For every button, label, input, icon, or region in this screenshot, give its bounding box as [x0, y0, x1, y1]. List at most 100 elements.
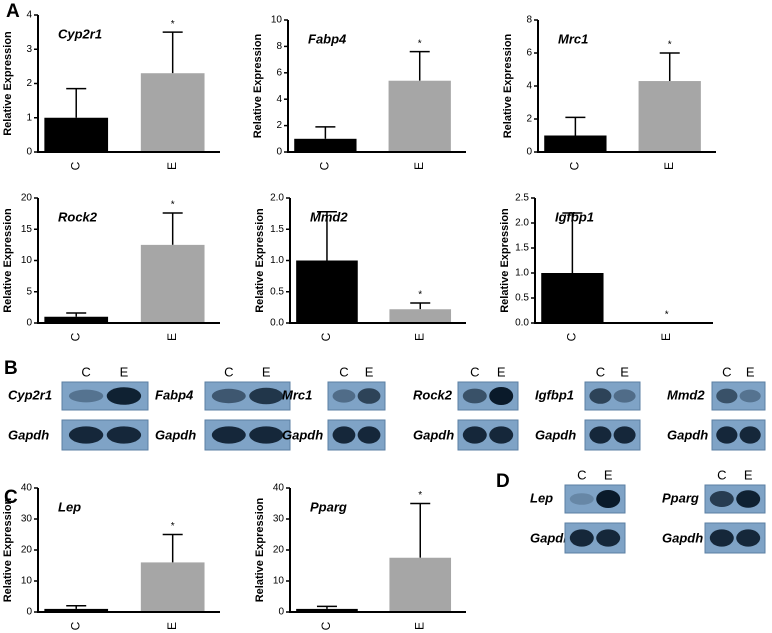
blot-band: [249, 426, 284, 444]
blot-band: [596, 529, 621, 547]
blot-band: [589, 426, 612, 444]
blot-band: [489, 387, 514, 405]
bar: [296, 608, 358, 612]
blot-gene-label: Mrc1: [282, 387, 312, 402]
bar: [389, 309, 452, 323]
y-axis-label: Relative Expression: [502, 33, 514, 138]
blot-lane-label: E: [604, 467, 613, 482]
blot-band: [716, 426, 738, 444]
blot-reference-label: Gapdh: [530, 530, 571, 545]
x-tick-label: E: [412, 333, 426, 341]
x-tick-label: E: [659, 333, 673, 341]
x-tick-label: C: [68, 621, 82, 630]
y-tick-label: 1.0: [515, 268, 529, 279]
blot-band: [613, 426, 636, 444]
blot-band: [462, 388, 487, 404]
blot-gene-label: Fabp4: [155, 387, 194, 402]
blot-lane-label: E: [365, 364, 374, 379]
bar: [140, 244, 205, 323]
blot-band: [332, 426, 356, 444]
bar: [388, 80, 451, 152]
panel-label: D: [496, 471, 510, 492]
y-tick-label: 10: [271, 15, 283, 26]
blot-band: [613, 389, 636, 403]
y-tick-label: 1.0: [270, 255, 284, 266]
x-tick-label: C: [319, 621, 333, 630]
y-axis-label: Relative Expression: [2, 31, 14, 136]
y-tick-label: 0: [26, 318, 32, 329]
y-tick-label: 3: [26, 44, 32, 55]
bar: [44, 117, 109, 152]
y-tick-label: 1.5: [270, 224, 284, 235]
bar: [44, 608, 109, 612]
blot-band: [489, 426, 514, 444]
blot-band: [569, 529, 594, 547]
y-tick-label: 30: [273, 514, 285, 525]
y-tick-label: 8: [526, 15, 532, 26]
y-tick-label: 10: [21, 576, 33, 587]
y-tick-label: 20: [21, 193, 33, 204]
blot-lane-label: C: [577, 467, 586, 482]
y-axis-label: Relative Expression: [499, 208, 511, 313]
y-tick-label: 6: [526, 48, 532, 59]
y-axis-label: Relative Expression: [254, 497, 266, 602]
y-tick-label: 10: [273, 576, 285, 587]
y-tick-label: 40: [273, 483, 285, 494]
blot-band: [357, 426, 381, 444]
blot-reference-label: Gapdh: [535, 427, 576, 442]
chart-title: Lep: [58, 499, 81, 514]
blot-reference-label: Gapdh: [667, 427, 708, 442]
chart-title: Mrc1: [558, 31, 588, 46]
significance-mark: *: [418, 290, 422, 301]
blot-gene-label: Lep: [530, 490, 553, 505]
y-tick-label: 0: [26, 147, 32, 158]
x-tick-label: C: [319, 332, 333, 341]
y-tick-label: 20: [21, 545, 33, 556]
y-tick-label: 2: [526, 114, 532, 125]
y-tick-label: 0: [278, 607, 284, 618]
panel-label: A: [6, 1, 20, 22]
bar: [638, 81, 701, 152]
x-tick-label: E: [662, 162, 676, 170]
bar: [544, 135, 607, 152]
y-tick-label: 0.5: [515, 293, 529, 304]
panel-label: B: [4, 358, 18, 379]
bar: [140, 562, 205, 612]
x-tick-label: E: [165, 622, 179, 630]
chart-title: Fabp4: [308, 31, 347, 46]
y-tick-label: 0: [26, 607, 32, 618]
blot-lane-label: C: [722, 364, 731, 379]
blot-band: [596, 490, 621, 508]
blot-band: [68, 426, 104, 444]
blot-reference-label: Gapdh: [282, 427, 323, 442]
chart-title: Rock2: [58, 209, 98, 224]
chart-title: Mmd2: [310, 209, 348, 224]
blot-lane-label: E: [262, 364, 271, 379]
y-tick-label: 6: [276, 67, 282, 78]
bar: [44, 316, 109, 323]
blot-lane-label: C: [224, 364, 233, 379]
y-tick-label: 1: [26, 112, 32, 123]
significance-mark: *: [668, 40, 672, 51]
y-tick-label: 0.0: [270, 318, 284, 329]
significance-mark: *: [171, 521, 175, 532]
blot-band: [736, 490, 761, 508]
panel-label: C: [4, 487, 18, 508]
y-tick-label: 0.5: [270, 286, 284, 297]
x-tick-label: E: [412, 162, 426, 170]
x-tick-label: C: [318, 161, 332, 170]
y-tick-label: 0: [526, 147, 532, 158]
blot-band: [736, 529, 761, 547]
y-tick-label: 2.0: [270, 193, 284, 204]
y-axis-label: Relative Expression: [2, 208, 14, 313]
blot-lane-label: C: [339, 364, 348, 379]
y-tick-label: 2: [26, 78, 32, 89]
y-tick-label: 4: [276, 94, 282, 105]
blot-band: [716, 388, 738, 404]
blot-band: [106, 426, 142, 444]
x-tick-label: C: [565, 332, 579, 341]
blot-gene-label: Mmd2: [667, 387, 705, 402]
y-tick-label: 40: [21, 483, 33, 494]
blot-gene-label: Pparg: [662, 490, 699, 505]
